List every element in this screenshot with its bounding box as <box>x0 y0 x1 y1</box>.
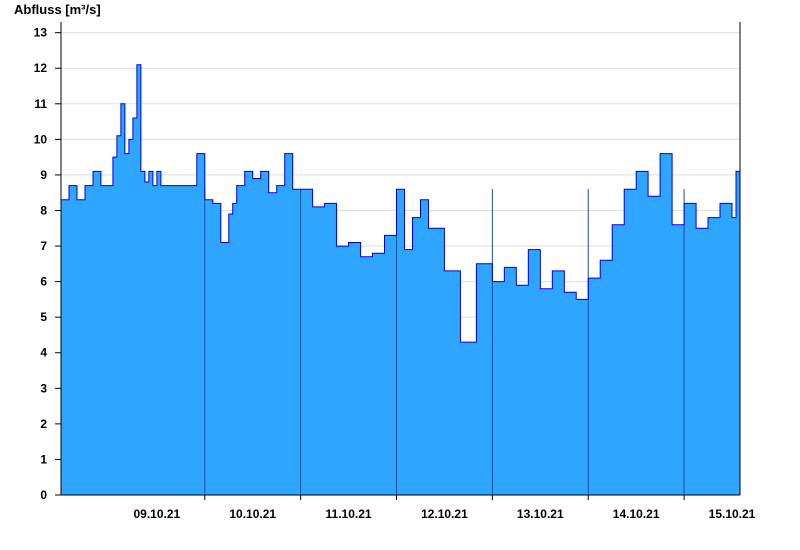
y-tick-label: 11 <box>34 97 47 111</box>
y-axis-label: Abfluss [m³/s] <box>14 2 101 17</box>
x-tick-label: 10.10.21 <box>229 507 276 521</box>
y-tick-label: 2 <box>40 417 47 431</box>
y-tick-label: 5 <box>40 310 47 324</box>
x-tick-label: 15.10.21 <box>709 507 756 521</box>
y-tick-label: 13 <box>34 26 48 40</box>
y-tick-label: 9 <box>40 168 47 182</box>
x-tick-label: 09.10.21 <box>133 507 180 521</box>
day-dividers <box>204 189 685 495</box>
y-tick-label: 12 <box>34 61 48 75</box>
y-tick-label: 3 <box>40 381 47 395</box>
y-tick-label: 1 <box>40 452 47 466</box>
y-tick-label: 6 <box>40 275 47 289</box>
y-tick-label: 10 <box>34 132 48 146</box>
y-tick-label: 8 <box>40 203 47 217</box>
discharge-line <box>61 64 741 343</box>
x-tick-label: 14.10.21 <box>613 507 660 521</box>
y-tick-label: 4 <box>40 346 47 360</box>
x-tick-label: 11.10.21 <box>326 507 372 521</box>
y-tick-label: 7 <box>40 239 47 253</box>
x-axis-ticks: 09.10.21 10.10.21 11.10.21 12.10.21 13.10.21… <box>133 495 756 521</box>
y-tick-label: 0 <box>40 488 47 502</box>
x-tick-label: 13.10.21 <box>517 507 564 521</box>
discharge-area <box>61 64 740 495</box>
x-tick-label: 12.10.21 <box>421 507 468 521</box>
axes <box>60 22 741 496</box>
